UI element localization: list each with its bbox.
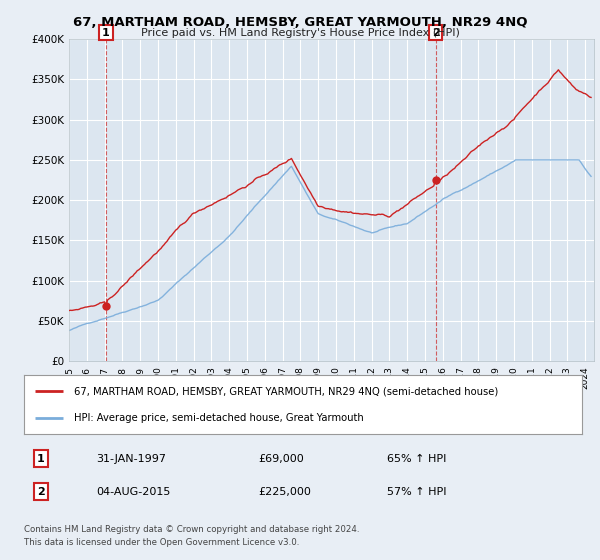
Text: 57% ↑ HPI: 57% ↑ HPI: [387, 487, 446, 497]
Text: £69,000: £69,000: [259, 454, 304, 464]
Text: 31-JAN-1997: 31-JAN-1997: [97, 454, 167, 464]
Text: 67, MARTHAM ROAD, HEMSBY, GREAT YARMOUTH, NR29 4NQ: 67, MARTHAM ROAD, HEMSBY, GREAT YARMOUTH…: [73, 16, 527, 29]
Text: 67, MARTHAM ROAD, HEMSBY, GREAT YARMOUTH, NR29 4NQ (semi-detached house): 67, MARTHAM ROAD, HEMSBY, GREAT YARMOUTH…: [74, 386, 499, 396]
Text: 1: 1: [37, 454, 44, 464]
Text: 2: 2: [432, 27, 439, 38]
Text: £225,000: £225,000: [259, 487, 311, 497]
Text: 2: 2: [37, 487, 44, 497]
Text: 04-AUG-2015: 04-AUG-2015: [97, 487, 171, 497]
Text: Price paid vs. HM Land Registry's House Price Index (HPI): Price paid vs. HM Land Registry's House …: [140, 28, 460, 38]
Text: HPI: Average price, semi-detached house, Great Yarmouth: HPI: Average price, semi-detached house,…: [74, 413, 364, 423]
Text: Contains HM Land Registry data © Crown copyright and database right 2024.
This d: Contains HM Land Registry data © Crown c…: [24, 525, 359, 547]
Text: 65% ↑ HPI: 65% ↑ HPI: [387, 454, 446, 464]
Text: 1: 1: [102, 27, 110, 38]
